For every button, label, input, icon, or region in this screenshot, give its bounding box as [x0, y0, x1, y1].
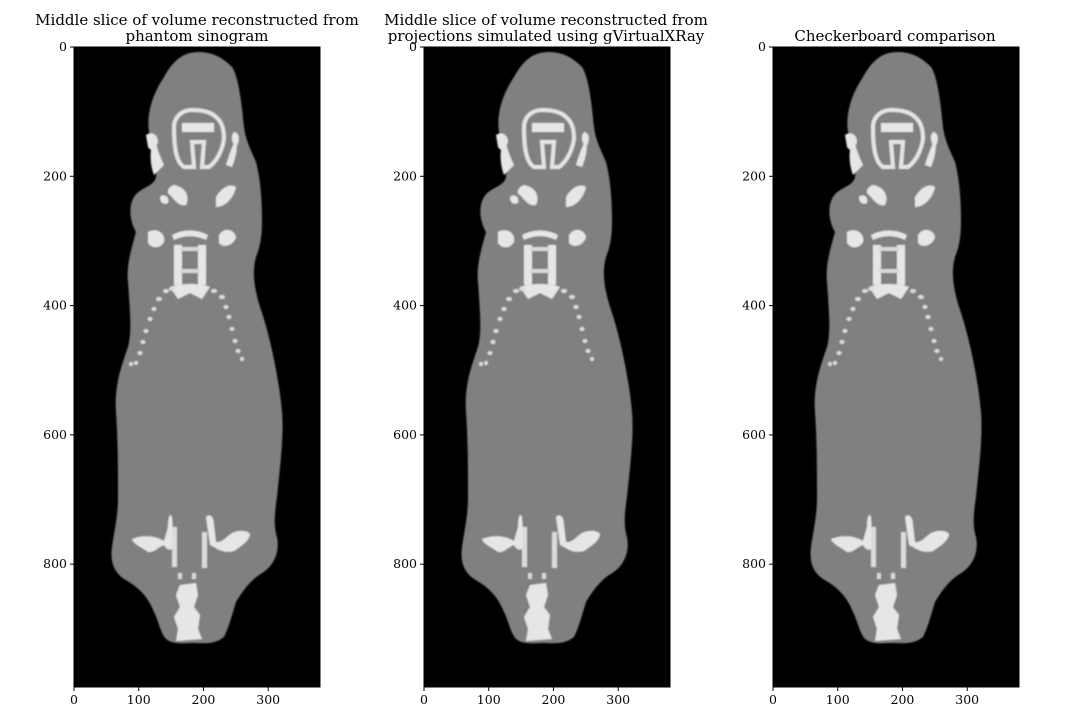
- panel-title-gvxr: Middle slice of volume reconstructed fro…: [376, 12, 716, 44]
- y-tick-label-checkerboard-0: 0: [758, 39, 766, 54]
- x-tick-label-phantom-300: 300: [256, 692, 280, 707]
- panel-title-phantom: Middle slice of volume reconstructed fro…: [27, 12, 367, 44]
- x-tick-label-phantom-0: 0: [70, 692, 78, 707]
- panel-title-checkerboard-line1: Checkerboard comparison: [794, 27, 996, 45]
- x-tick-label-gvxr-300: 300: [606, 692, 630, 707]
- y-tick-label-gvxr-200: 200: [393, 168, 417, 183]
- panel-title-gvxr-line2: projections simulated using gVirtualXRay: [387, 27, 705, 45]
- axis-ticks: 0 100 200 300 0 200 400 600 800 0 100 200 300 0 200 400…: [43, 39, 979, 707]
- panel-gvxr: [423, 46, 671, 688]
- x-tick-label-gvxr-200: 200: [542, 692, 566, 707]
- y-tick-label-gvxr-800: 800: [393, 556, 417, 571]
- x-tick-label-checkerboard-100: 100: [826, 692, 850, 707]
- y-tick-label-gvxr-400: 400: [393, 298, 417, 313]
- y-tick-label-checkerboard-800: 800: [742, 556, 766, 571]
- y-tick-label-gvxr-600: 600: [393, 427, 417, 442]
- x-tick-label-phantom-200: 200: [192, 692, 216, 707]
- panel-title-phantom-line1: Middle slice of volume reconstructed fro…: [35, 11, 359, 29]
- x-tick-label-checkerboard-200: 200: [891, 692, 915, 707]
- x-tick-label-checkerboard-300: 300: [955, 692, 979, 707]
- x-tick-label-gvxr-0: 0: [420, 692, 428, 707]
- y-tick-label-gvxr-0: 0: [409, 39, 417, 54]
- y-tick-label-phantom-0: 0: [59, 39, 67, 54]
- panel-title-checkerboard: Checkerboard comparison: [725, 28, 1065, 44]
- x-tick-label-phantom-100: 100: [127, 692, 151, 707]
- y-tick-label-checkerboard-600: 600: [742, 427, 766, 442]
- axes-frame-gvxr: [423, 46, 671, 688]
- y-tick-label-checkerboard-400: 400: [742, 298, 766, 313]
- y-tick-label-phantom-200: 200: [43, 168, 67, 183]
- panel-phantom: [73, 46, 321, 688]
- y-tick-label-phantom-600: 600: [43, 427, 67, 442]
- panel-title-phantom-line2: phantom sinogram: [125, 27, 269, 45]
- panel-title-gvxr-line1: Middle slice of volume reconstructed fro…: [384, 11, 708, 29]
- x-tick-label-gvxr-100: 100: [477, 692, 501, 707]
- axes-frame-phantom: [73, 46, 321, 688]
- panel-checkerboard: [772, 46, 1020, 688]
- x-tick-label-checkerboard-0: 0: [769, 692, 777, 707]
- y-tick-label-checkerboard-200: 200: [742, 168, 766, 183]
- y-tick-label-phantom-400: 400: [43, 298, 67, 313]
- y-tick-label-phantom-800: 800: [43, 556, 67, 571]
- axes-frame-checkerboard: [772, 46, 1020, 688]
